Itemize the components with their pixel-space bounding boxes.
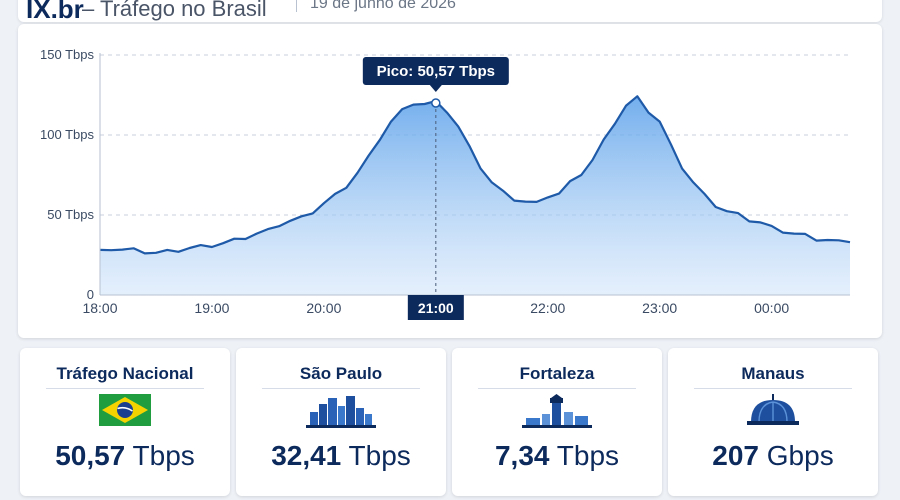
traffic-chart-card: 0 50 Tbps 100 Tbps 150 Tbps 18:00 19:00 20:00 2… xyxy=(18,24,882,338)
stat-divider xyxy=(46,388,204,389)
peak-label-box xyxy=(362,57,509,85)
stat-title: São Paulo xyxy=(299,364,383,383)
traffic-area xyxy=(100,96,850,295)
header-card xyxy=(18,0,882,22)
y-tick-label: 0 xyxy=(87,287,94,302)
stat-number: 207 xyxy=(712,440,759,471)
opera-dome-icon xyxy=(743,394,803,433)
stat-card-national[interactable]: Tráfego Nacional 50,57 Tbps xyxy=(20,348,230,496)
x-tick-label: 21:00 xyxy=(418,300,454,316)
date-label: 19 de junho de 2026 xyxy=(310,0,456,12)
x-tick-label: 19:00 xyxy=(194,300,229,316)
stat-unit: Tbps xyxy=(132,440,195,471)
stat-unit: Tbps xyxy=(556,440,620,471)
traffic-line xyxy=(99,95,851,255)
peak-label-pointer xyxy=(429,85,442,92)
stat-card-sao-paulo[interactable]: São Paulo 32,41 Tbps xyxy=(236,348,446,496)
x-tick-highlight xyxy=(407,295,464,320)
stat-title: Manaus xyxy=(741,364,805,383)
city-skyline-icon xyxy=(306,394,376,433)
peak-label: Pico: 50,57 Tbps xyxy=(377,63,495,80)
x-tick-label: 20:00 xyxy=(306,300,341,316)
brazil-flag-icon xyxy=(99,394,151,431)
stat-number: 50,57 xyxy=(55,440,126,471)
stat-divider xyxy=(262,388,420,389)
stat-value: 50,57 Tbps xyxy=(20,440,230,472)
stat-unit: Gbps xyxy=(766,440,834,471)
stat-value: 7,34 Tbps xyxy=(452,440,662,472)
header-divider xyxy=(296,0,297,12)
page-subtitle: – Tráfego no Brasil xyxy=(82,0,267,21)
traffic-chart[interactable]: 0 50 Tbps 100 Tbps 150 Tbps 18:00 19:00 20:00 2… xyxy=(18,24,882,338)
stat-title: Fortaleza xyxy=(519,364,595,383)
y-tick-label: 50 Tbps xyxy=(47,207,94,222)
peak-point xyxy=(431,98,441,108)
stat-number: 7,34 xyxy=(494,440,550,471)
stat-card-manaus[interactable]: Manaus 207 Gbps xyxy=(668,348,878,496)
brand-title: IX.br xyxy=(26,0,84,24)
stat-value: 207 Gbps xyxy=(668,440,878,472)
y-tick-label: 150 Tbps xyxy=(40,47,94,62)
stat-divider xyxy=(694,388,852,389)
stat-number: 32,41 xyxy=(271,440,342,471)
stat-card-fortaleza[interactable]: Fortaleza 7,34 Tbps xyxy=(452,348,662,496)
x-tick-label: 23:00 xyxy=(642,300,677,316)
stat-divider xyxy=(478,388,636,389)
stat-unit: Tbps xyxy=(348,440,411,471)
lighthouse-skyline-icon xyxy=(522,394,592,433)
x-tick-label: 00:00 xyxy=(754,300,789,316)
x-tick-label: 18:00 xyxy=(82,300,117,316)
stat-title: Tráfego Nacional xyxy=(56,364,194,383)
y-tick-label: 100 Tbps xyxy=(40,127,94,142)
stat-value: 32,41 Tbps xyxy=(236,440,446,472)
x-tick-label: 22:00 xyxy=(530,300,565,316)
